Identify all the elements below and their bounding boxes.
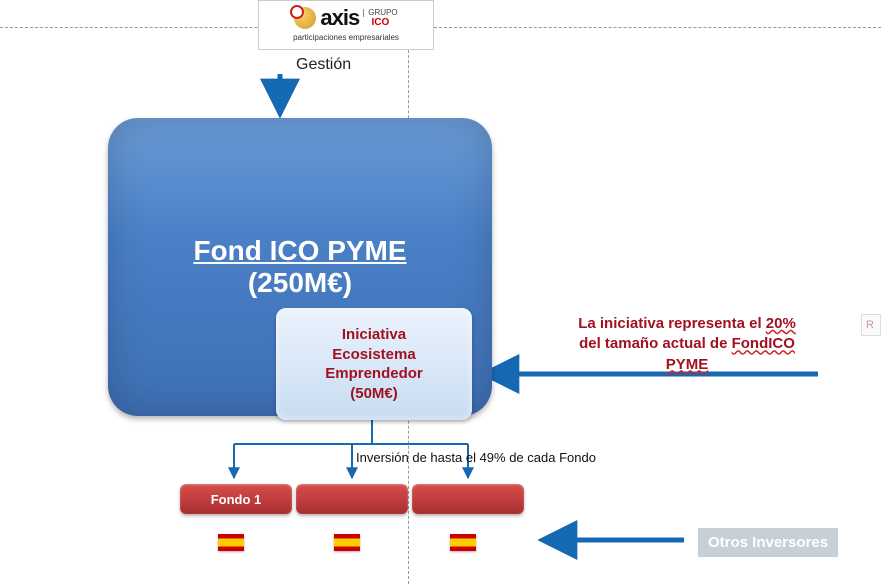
investment-label: Inversión de hasta el 49% de cada Fondo bbox=[356, 450, 596, 465]
fund-box-2 bbox=[296, 484, 408, 514]
other-investors-box: Otros Inversores bbox=[698, 528, 838, 557]
spain-flag-icon bbox=[218, 534, 244, 551]
side-annotation: La iniciativa representa el 20% del tama… bbox=[556, 314, 818, 375]
spain-flag-icon bbox=[450, 534, 476, 551]
initiative-line2: Ecosistema bbox=[332, 345, 415, 365]
initiative-line3: Emprendedor bbox=[325, 364, 423, 384]
initiative-box: Iniciativa Ecosistema Emprendedor (50M€) bbox=[276, 308, 472, 420]
spain-flag-icon bbox=[334, 534, 360, 551]
initiative-amount: (50M€) bbox=[350, 384, 398, 404]
cropped-right-element: R bbox=[861, 314, 881, 336]
main-fund-amount: (250M€) bbox=[248, 267, 352, 299]
initiative-line1: Iniciativa bbox=[342, 325, 406, 345]
fund-box-1: Fondo 1 bbox=[180, 484, 292, 514]
fund-box-3 bbox=[412, 484, 524, 514]
main-fund-title: Fond ICO PYME bbox=[193, 235, 406, 267]
